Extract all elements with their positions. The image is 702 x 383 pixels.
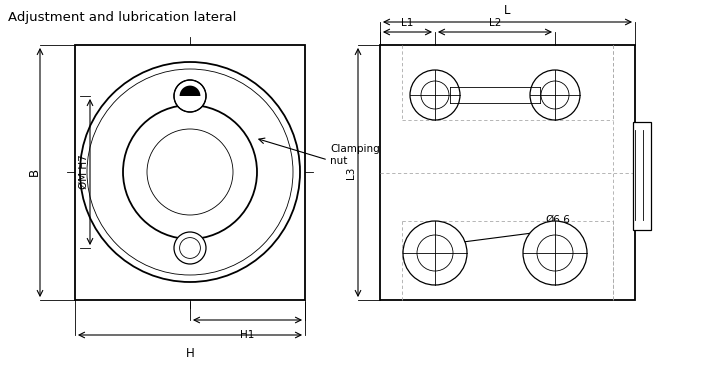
Text: L3: L3 xyxy=(346,166,356,179)
Circle shape xyxy=(530,70,580,120)
Text: Adjustment and lubrication lateral: Adjustment and lubrication lateral xyxy=(8,11,237,25)
Wedge shape xyxy=(180,85,200,96)
Text: H: H xyxy=(185,347,194,360)
Circle shape xyxy=(537,235,573,271)
Text: ØM H7: ØM H7 xyxy=(79,155,89,189)
Circle shape xyxy=(541,81,569,109)
Circle shape xyxy=(147,129,233,215)
Circle shape xyxy=(421,81,449,109)
Text: Ø11: Ø11 xyxy=(545,227,567,237)
Text: B: B xyxy=(27,168,41,176)
Bar xyxy=(380,45,635,300)
Text: Ø6.6: Ø6.6 xyxy=(545,215,570,225)
Text: L1: L1 xyxy=(402,18,413,28)
Text: L: L xyxy=(504,4,511,17)
Circle shape xyxy=(80,62,300,282)
Circle shape xyxy=(410,70,460,120)
Bar xyxy=(75,45,305,300)
Text: L2: L2 xyxy=(489,18,501,28)
Circle shape xyxy=(417,235,453,271)
Bar xyxy=(633,122,651,230)
Circle shape xyxy=(523,221,587,285)
Circle shape xyxy=(180,237,200,259)
Circle shape xyxy=(174,80,206,112)
Circle shape xyxy=(123,105,257,239)
Circle shape xyxy=(174,232,206,264)
Circle shape xyxy=(403,221,467,285)
Text: H1: H1 xyxy=(240,330,255,340)
Text: Clamping
nut: Clamping nut xyxy=(330,144,380,166)
